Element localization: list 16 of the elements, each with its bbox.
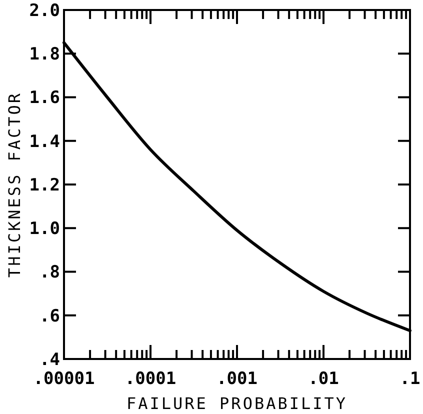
x-tick-label: .1 — [400, 369, 420, 389]
y-tick-label: .6 — [40, 306, 60, 326]
y-tick-label: .4 — [40, 350, 60, 370]
y-tick-label: 1.4 — [29, 132, 60, 152]
y-tick-label: .8 — [40, 262, 60, 283]
x-tick-label: .01 — [308, 369, 339, 389]
x-tick-label: .001 — [216, 369, 258, 389]
x-tick-label: .0001 — [124, 369, 176, 389]
x-tick-label: .00001 — [33, 369, 95, 389]
y-tick-label: 2.0 — [29, 0, 60, 21]
y-tick-label: 1.0 — [29, 219, 60, 240]
x-axis-title: FAILURE PROBABILITY — [126, 394, 348, 413]
y-tick-label: 1.6 — [29, 88, 60, 108]
y-tick-label: 1.8 — [29, 44, 60, 65]
y-tick-label: 1.2 — [29, 175, 60, 196]
y-axis-title: THICKNESS FACTOR — [5, 91, 24, 278]
